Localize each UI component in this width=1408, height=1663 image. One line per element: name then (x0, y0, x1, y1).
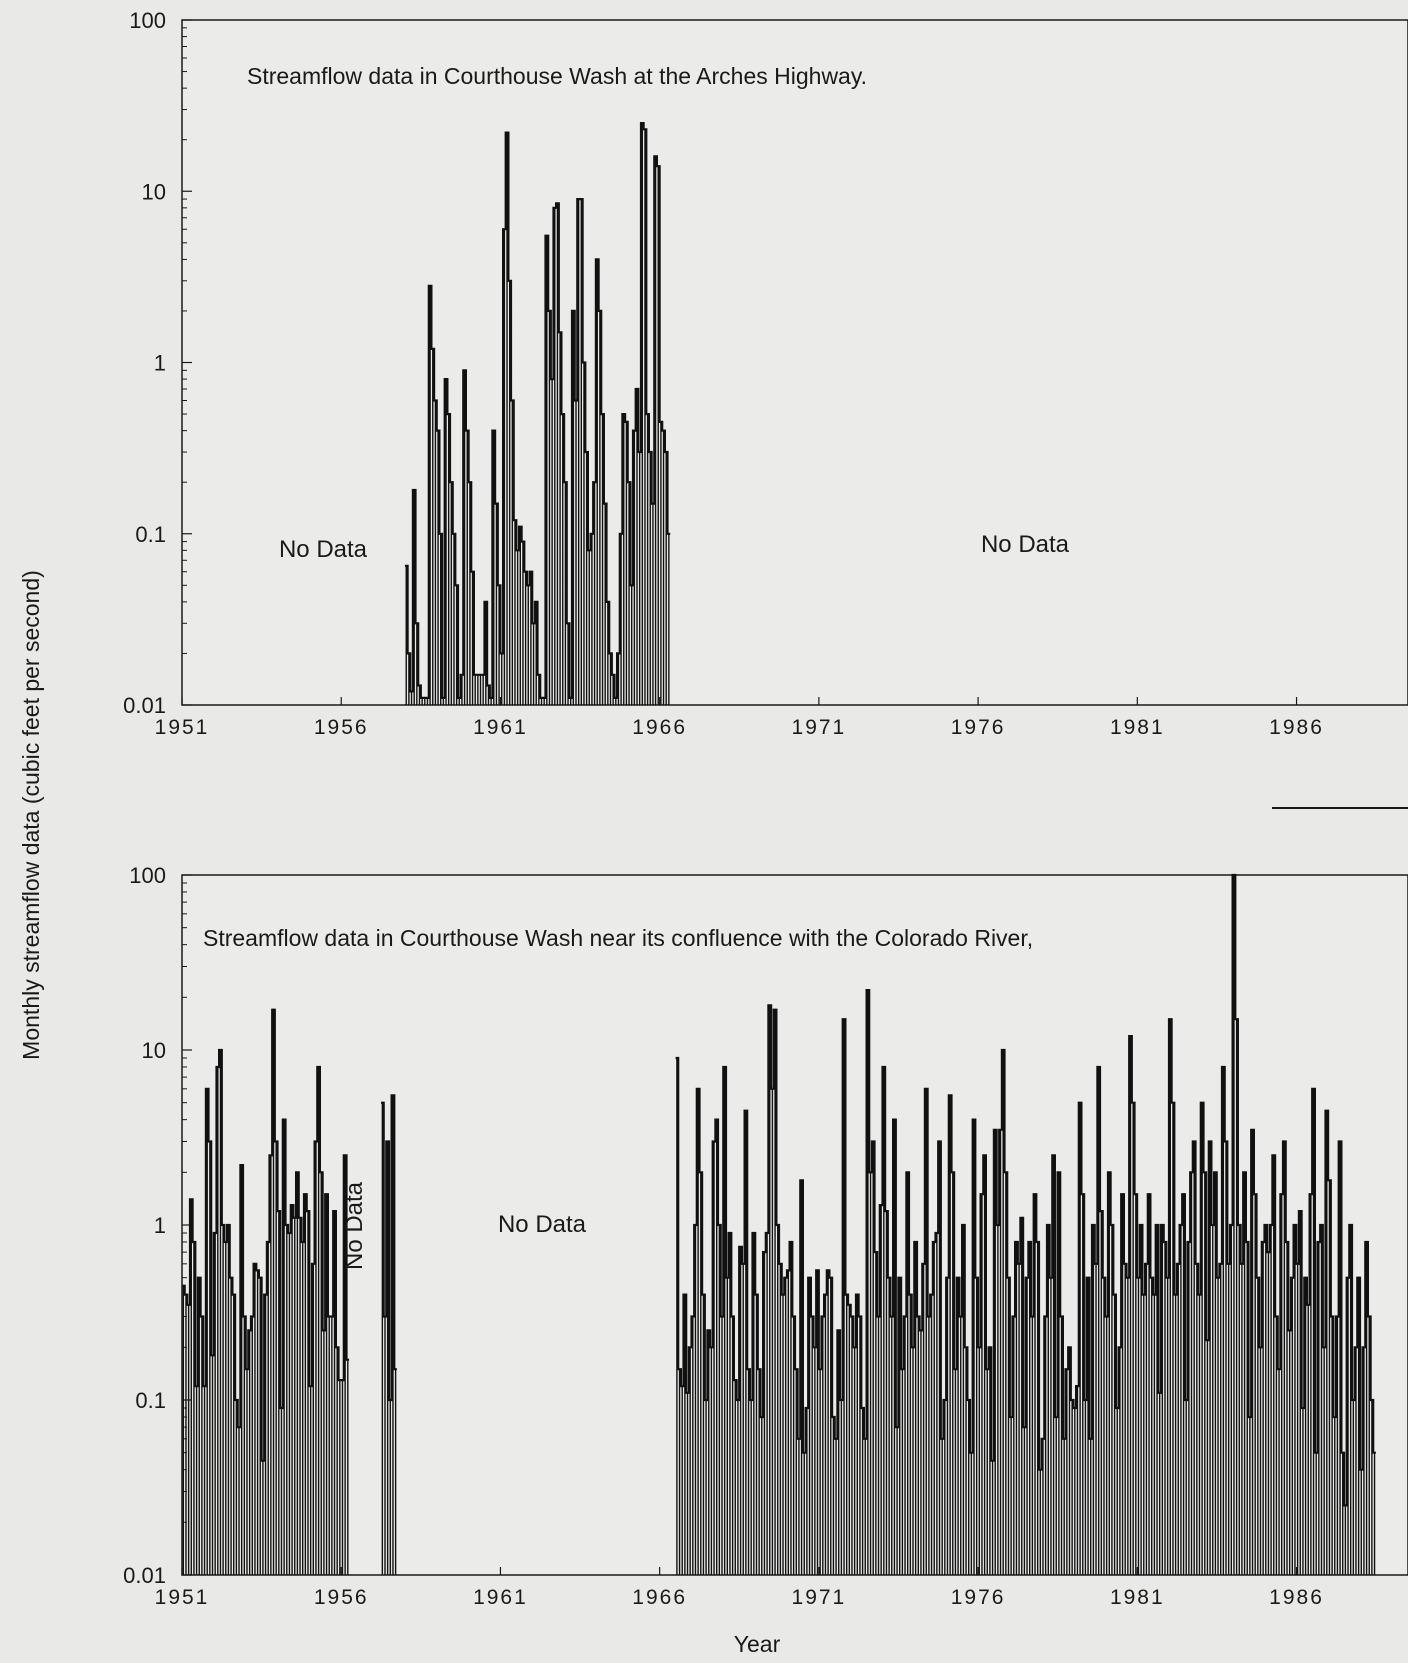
x-tick-label: 1976 (951, 1586, 1006, 1609)
series-line (404, 122, 671, 699)
series-line (182, 1008, 350, 1462)
x-tick-label: 1961 (473, 716, 528, 739)
series-line (381, 1094, 397, 1402)
x-tick-label: 1966 (632, 716, 687, 739)
y-axis-label: Monthly streamflow data (cubic feet per … (18, 570, 44, 1060)
x-tick-label: 1956 (314, 1586, 369, 1609)
y-tick-label: 100 (129, 8, 166, 33)
axis-ticks: 0.01 0.1 1 10 100 1951 1956 1961 1966 1971 1976 198… (123, 863, 1324, 1609)
x-tick-label: 1951 (155, 716, 210, 739)
y-tick-label: 100 (129, 863, 166, 888)
y-tick-label: 0.1 (135, 522, 166, 547)
annotation-no-data-left: No Data (279, 536, 368, 563)
x-tick-label: 1971 (792, 716, 847, 739)
y-tick-label: 10 (142, 179, 166, 204)
series-0 (182, 873, 1376, 1575)
series-0 (404, 122, 671, 705)
chart-upper: 0.01 0.1 1 10 100 1951 1956 1961 1966 1971 1976 198… (123, 8, 1408, 739)
plot-area (181, 19, 1408, 706)
series-line (675, 873, 1376, 1507)
y-tick-label: 10 (142, 1038, 166, 1063)
x-tick-label: 1951 (155, 1586, 210, 1609)
y-tick-label: 1 (154, 351, 166, 376)
x-tick-label: 1976 (951, 716, 1006, 739)
y-tick-label: 0.01 (123, 693, 166, 718)
x-axis-label: Year (734, 1631, 781, 1657)
x-tick-label: 1986 (1269, 716, 1324, 739)
x-tick-label: 1961 (473, 1586, 528, 1609)
x-tick-label: 1981 (1110, 1586, 1165, 1609)
chart-title: Streamflow data in Courthouse Wash at th… (247, 63, 867, 89)
x-tick-label: 1986 (1269, 1586, 1324, 1609)
annotation-no-data-rotated: No Data (341, 1181, 368, 1270)
x-tick-label: 1971 (792, 1586, 847, 1609)
chart-lower: 0.01 0.1 1 10 100 1951 1956 1961 1966 1971 1976 198… (123, 863, 1408, 1609)
annotation-no-data-center: No Data (498, 1211, 587, 1238)
y-tick-label: 1 (154, 1213, 166, 1238)
axis-ticks: 0.01 0.1 1 10 100 1951 1956 1961 1966 1971 1976 198… (123, 8, 1324, 739)
x-tick-label: 1956 (314, 716, 369, 739)
annotation-no-data-right: No Data (981, 531, 1070, 558)
x-tick-label: 1981 (1110, 716, 1165, 739)
y-tick-label: 0.1 (135, 1388, 166, 1413)
x-tick-label: 1966 (632, 1586, 687, 1609)
chart-title: Streamflow data in Courthouse Wash near … (203, 925, 1033, 951)
y-tick-label: 0.01 (123, 1563, 166, 1588)
